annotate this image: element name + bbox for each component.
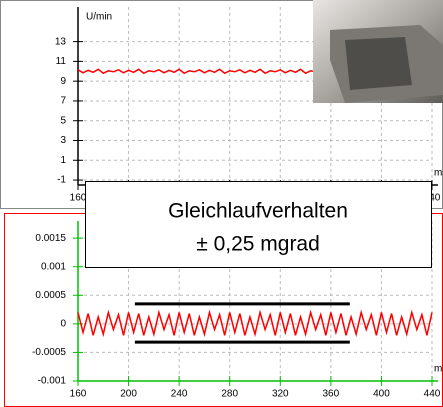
y-tick-label: 11 bbox=[56, 56, 67, 67]
y-tick-label: 5 bbox=[60, 115, 66, 126]
x-tick-label: 360 bbox=[323, 389, 340, 400]
y-tick-label: 0.0005 bbox=[35, 290, 66, 301]
y-tick-label: 7 bbox=[60, 96, 66, 107]
x-tick-label: 160 bbox=[70, 389, 87, 400]
photo-recess bbox=[345, 37, 412, 90]
x-tick-label: 320 bbox=[272, 389, 289, 400]
y-tick-label: -0.0005 bbox=[32, 347, 66, 358]
y-tick-label: 13 bbox=[55, 36, 67, 47]
x-tick-label: 200 bbox=[120, 389, 137, 400]
photo bbox=[313, 0, 443, 103]
y-tick-label: 0.001 bbox=[41, 261, 66, 272]
x-axis-label: ms bbox=[434, 364, 443, 375]
data-line bbox=[77, 309, 433, 338]
y-tick-label: -0.001 bbox=[38, 376, 67, 387]
overlay-title: Gleichlaufverhalten bbox=[168, 200, 348, 223]
y-tick-label: 9 bbox=[60, 76, 66, 87]
overlay-box: Gleichlaufverhalten ± 0,25 mgrad bbox=[85, 181, 432, 268]
y-tick-label: -1 bbox=[57, 175, 66, 186]
y-tick-label: 0.0015 bbox=[35, 233, 66, 244]
x-tick-label: 280 bbox=[221, 389, 238, 400]
y-tick-label: 3 bbox=[60, 135, 66, 146]
x-tick-label: 440 bbox=[424, 389, 441, 400]
x-tick-label: 160 bbox=[70, 193, 87, 204]
x-axis-label: ms bbox=[434, 168, 443, 179]
y-axis-label: U/min bbox=[86, 12, 112, 23]
x-tick-label: 240 bbox=[171, 389, 188, 400]
y-tick-label: 0 bbox=[60, 318, 66, 329]
overlay-subtitle: ± 0,25 mgrad bbox=[196, 233, 320, 256]
x-tick-label: 400 bbox=[373, 389, 390, 400]
x-tick-label: 440 bbox=[424, 193, 441, 204]
y-tick-label: 1 bbox=[60, 155, 66, 166]
overlay-frame bbox=[85, 181, 432, 268]
